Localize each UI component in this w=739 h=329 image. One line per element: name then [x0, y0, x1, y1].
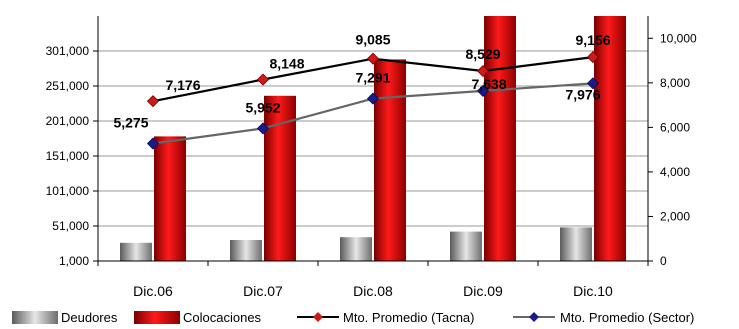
- bar-deudores: [230, 240, 262, 261]
- data-label-sector: 7,291: [355, 70, 390, 86]
- left-tick-label: 201,000: [46, 114, 90, 128]
- right-tick-label: 8,000: [660, 76, 690, 90]
- legend-label-tacna: Mto. Promedio (Tacna): [343, 310, 475, 325]
- data-label-sector: 7,638: [471, 76, 506, 92]
- line-marker: [586, 77, 600, 90]
- series-line: [152, 82, 594, 145]
- bar-colocaciones: [484, 16, 516, 261]
- bar-colocaciones: [154, 136, 186, 261]
- right-tick-label: 0: [660, 254, 667, 268]
- data-labels-layer: 7,176 8,148 9,085 8,529 9,156 5,275 5,952 7,291…: [113, 32, 610, 131]
- line-marker: [256, 73, 270, 86]
- bar-deudores: [560, 227, 592, 261]
- data-label-tacna: 9,156: [575, 32, 610, 48]
- bar-deudores: [120, 242, 152, 261]
- data-label-tacna: 7,176: [165, 77, 200, 93]
- left-tick-label: 251,000: [46, 79, 90, 93]
- right-tick-label: 2,000: [660, 209, 690, 223]
- gridlines: [98, 50, 648, 227]
- legend-label-sector: Mto. Promedio (Sector): [560, 310, 694, 325]
- bar-colocaciones: [374, 59, 406, 262]
- legend-marker-sector: [529, 312, 539, 322]
- legend-label-colocaciones: Colocaciones: [183, 310, 262, 325]
- axes: 1,000 51,000 101,000 151,000 201,000 251,000 3…: [46, 16, 697, 299]
- left-tick-label: 51,000: [52, 219, 89, 233]
- legend: Deudores Colocaciones Mto. Promedio (Tacna…: [12, 310, 694, 325]
- bar-colocaciones: [594, 16, 626, 261]
- category-label: Dic.07: [243, 283, 283, 299]
- data-label-sector: 5,952: [245, 99, 280, 115]
- left-tick-label: 1,000: [59, 254, 89, 268]
- legend-label-deudores: Deudores: [61, 310, 118, 325]
- line-marker: [366, 92, 380, 105]
- category-label: Dic.09: [463, 283, 503, 299]
- line-marker: [366, 52, 380, 65]
- data-label-tacna: 8,148: [269, 56, 304, 72]
- legend-swatch-colocaciones: [134, 311, 180, 324]
- category-label: Dic.06: [133, 283, 173, 299]
- left-tick-label: 101,000: [46, 184, 90, 198]
- line-marker: [146, 95, 160, 108]
- line-marker: [256, 122, 270, 135]
- left-tick-label: 151,000: [46, 149, 90, 163]
- right-tick-label: 6,000: [660, 120, 690, 134]
- data-label-sector: 5,275: [113, 115, 148, 131]
- category-label: Dic.08: [353, 283, 393, 299]
- data-label-sector: 7,976: [565, 86, 600, 102]
- data-label-tacna: 9,085: [355, 32, 390, 48]
- right-tick-label: 10,000: [660, 31, 697, 45]
- legend-marker-tacna: [313, 312, 323, 322]
- line-marker: [476, 84, 490, 97]
- line-marker: [586, 51, 600, 64]
- line-marker: [146, 137, 160, 150]
- legend-swatch-deudores: [12, 311, 58, 324]
- lines-layer: [146, 51, 600, 150]
- bar-deudores: [340, 237, 372, 261]
- category-label: Dic.10: [573, 283, 613, 299]
- right-tick-label: 4,000: [660, 165, 690, 179]
- line-marker: [476, 64, 490, 78]
- bar-deudores: [450, 231, 482, 261]
- left-tick-label: 301,000: [46, 44, 90, 58]
- data-label-tacna: 8,529: [465, 46, 500, 62]
